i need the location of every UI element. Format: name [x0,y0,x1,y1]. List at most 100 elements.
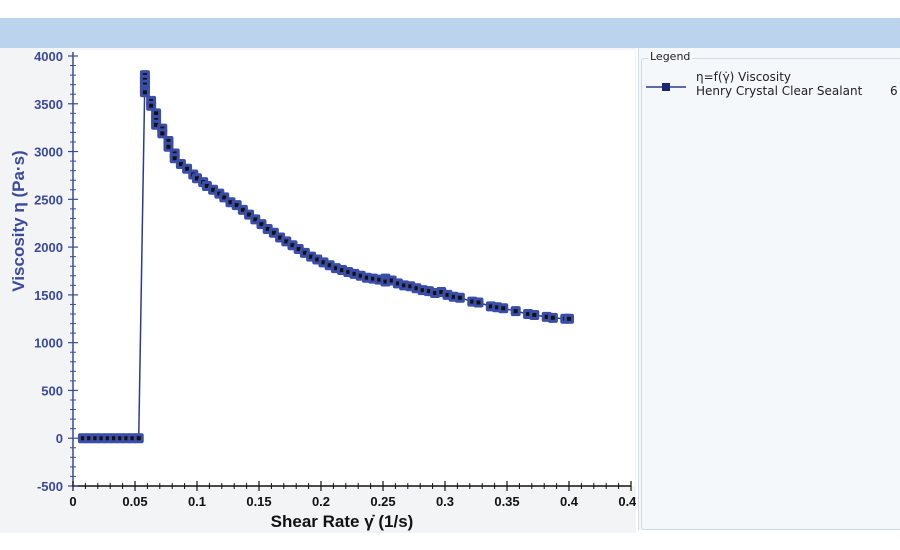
data-point-center [124,436,129,441]
data-point-center [408,284,413,289]
data-point-center [389,278,394,283]
legend-entry-sample: Henry Crystal Clear Sealant [696,84,863,98]
x-tick-label: 0.25 [370,494,395,509]
data-point-center [420,288,425,293]
data-point-center [544,314,549,319]
data-point-center [99,436,104,441]
x-axis-title: Shear Rate γ̇ (1/s) [271,512,414,531]
data-point-center [315,257,320,262]
data-point-center [265,226,270,231]
data-point-center [333,266,338,271]
legend-title: Legend [648,50,693,63]
data-point-center [195,176,199,181]
data-point-center [532,312,537,317]
data-point-center [87,436,92,441]
data-point-center [567,316,571,321]
y-tick-label: 1000 [34,336,63,351]
data-point-center [234,203,239,208]
data-point-center [296,247,301,252]
x-tick-label: 0.4 [560,494,579,509]
data-point-center [154,122,159,127]
data-point-center [439,290,444,295]
data-point-center [395,281,400,286]
data-point-center [302,250,307,255]
data-point-center [204,183,209,188]
x-tick-label: 0.35 [494,494,519,509]
data-point-center [476,300,481,305]
y-axis-title: Viscosity η (Pa·s) [9,150,28,291]
data-point-center [457,295,462,300]
y-tick-label: 3000 [34,145,63,160]
data-point-center [154,111,159,116]
data-point-center [414,286,419,291]
data-point-center [383,279,388,284]
data-point-center [433,290,438,295]
y-tick-label: 2500 [34,192,63,207]
x-tick-label: 0.3 [436,494,454,509]
data-point-center [352,271,357,276]
data-point-center [228,200,233,205]
data-point-center [346,269,351,274]
legend-entry-number: 6 [890,84,898,98]
data-point-center [364,275,369,280]
x-tick-label: 0 [69,494,76,509]
legend-line-marker-icon [646,83,686,91]
x-tick-label: 0.2 [312,494,330,509]
data-point-center [111,436,116,441]
data-point-center [178,161,183,166]
data-point-center [377,277,382,282]
y-tick-label: 0 [56,431,63,446]
data-point-center [290,243,295,248]
data-point-center [240,207,245,212]
data-point-center [217,191,222,196]
data-point-center [172,156,177,161]
data-point-center [142,90,147,95]
data-point-center [136,436,141,441]
plot-background [73,50,635,486]
legend-panel: Legend η=f(γ̇) Viscosity Henry Crystal C… [638,48,900,530]
data-point-center [247,212,252,217]
data-point-center [501,306,506,311]
data-point-center [222,195,227,200]
y-tick-label: 3500 [34,97,63,112]
y-tick-label: 4000 [34,49,63,64]
data-point-center [130,436,135,441]
y-tick-label: 2000 [34,240,63,255]
data-point-center [166,139,171,144]
data-point-center [160,131,165,136]
data-point-center [166,144,171,149]
viscosity-chart: -500 0 500 1000 1500 2000 2500 3000 3500 4000 0 0.0… [9,49,636,531]
data-point-center [271,230,276,235]
data-point-center [426,289,431,294]
data-point-center [211,187,216,192]
top-banner [0,18,900,48]
data-point-center [80,436,85,441]
data-point-center [278,235,283,240]
legend-box: Legend η=f(γ̇) Viscosity Henry Crystal C… [641,50,900,530]
y-tick-label: 500 [41,383,63,398]
data-point-center [105,436,110,441]
data-point-center [488,304,493,309]
x-tick-label: 0.45 [618,494,636,509]
legend-entry-label: η=f(γ̇) Viscosity [696,70,792,84]
y-tick-label: 1500 [34,288,63,303]
data-point-center [402,283,407,288]
data-point-center [259,222,264,227]
data-point-center [327,263,332,268]
y-tick-label: -500 [37,479,63,494]
data-point-center [118,436,123,441]
data-point-center [321,260,326,265]
data-point-center [470,299,475,304]
data-point-center [340,268,345,273]
data-point-center [451,294,456,299]
x-tick-label: 0.05 [122,494,147,509]
x-tick-label: 0.1 [188,494,206,509]
data-point-center [495,305,500,310]
data-point-center [550,315,555,320]
data-point-center [185,166,190,171]
x-tick-label: 0.15 [246,494,271,509]
data-point-center [513,309,518,314]
data-point-center [284,239,289,244]
data-point-center [309,254,314,259]
data-point-center [93,436,98,441]
